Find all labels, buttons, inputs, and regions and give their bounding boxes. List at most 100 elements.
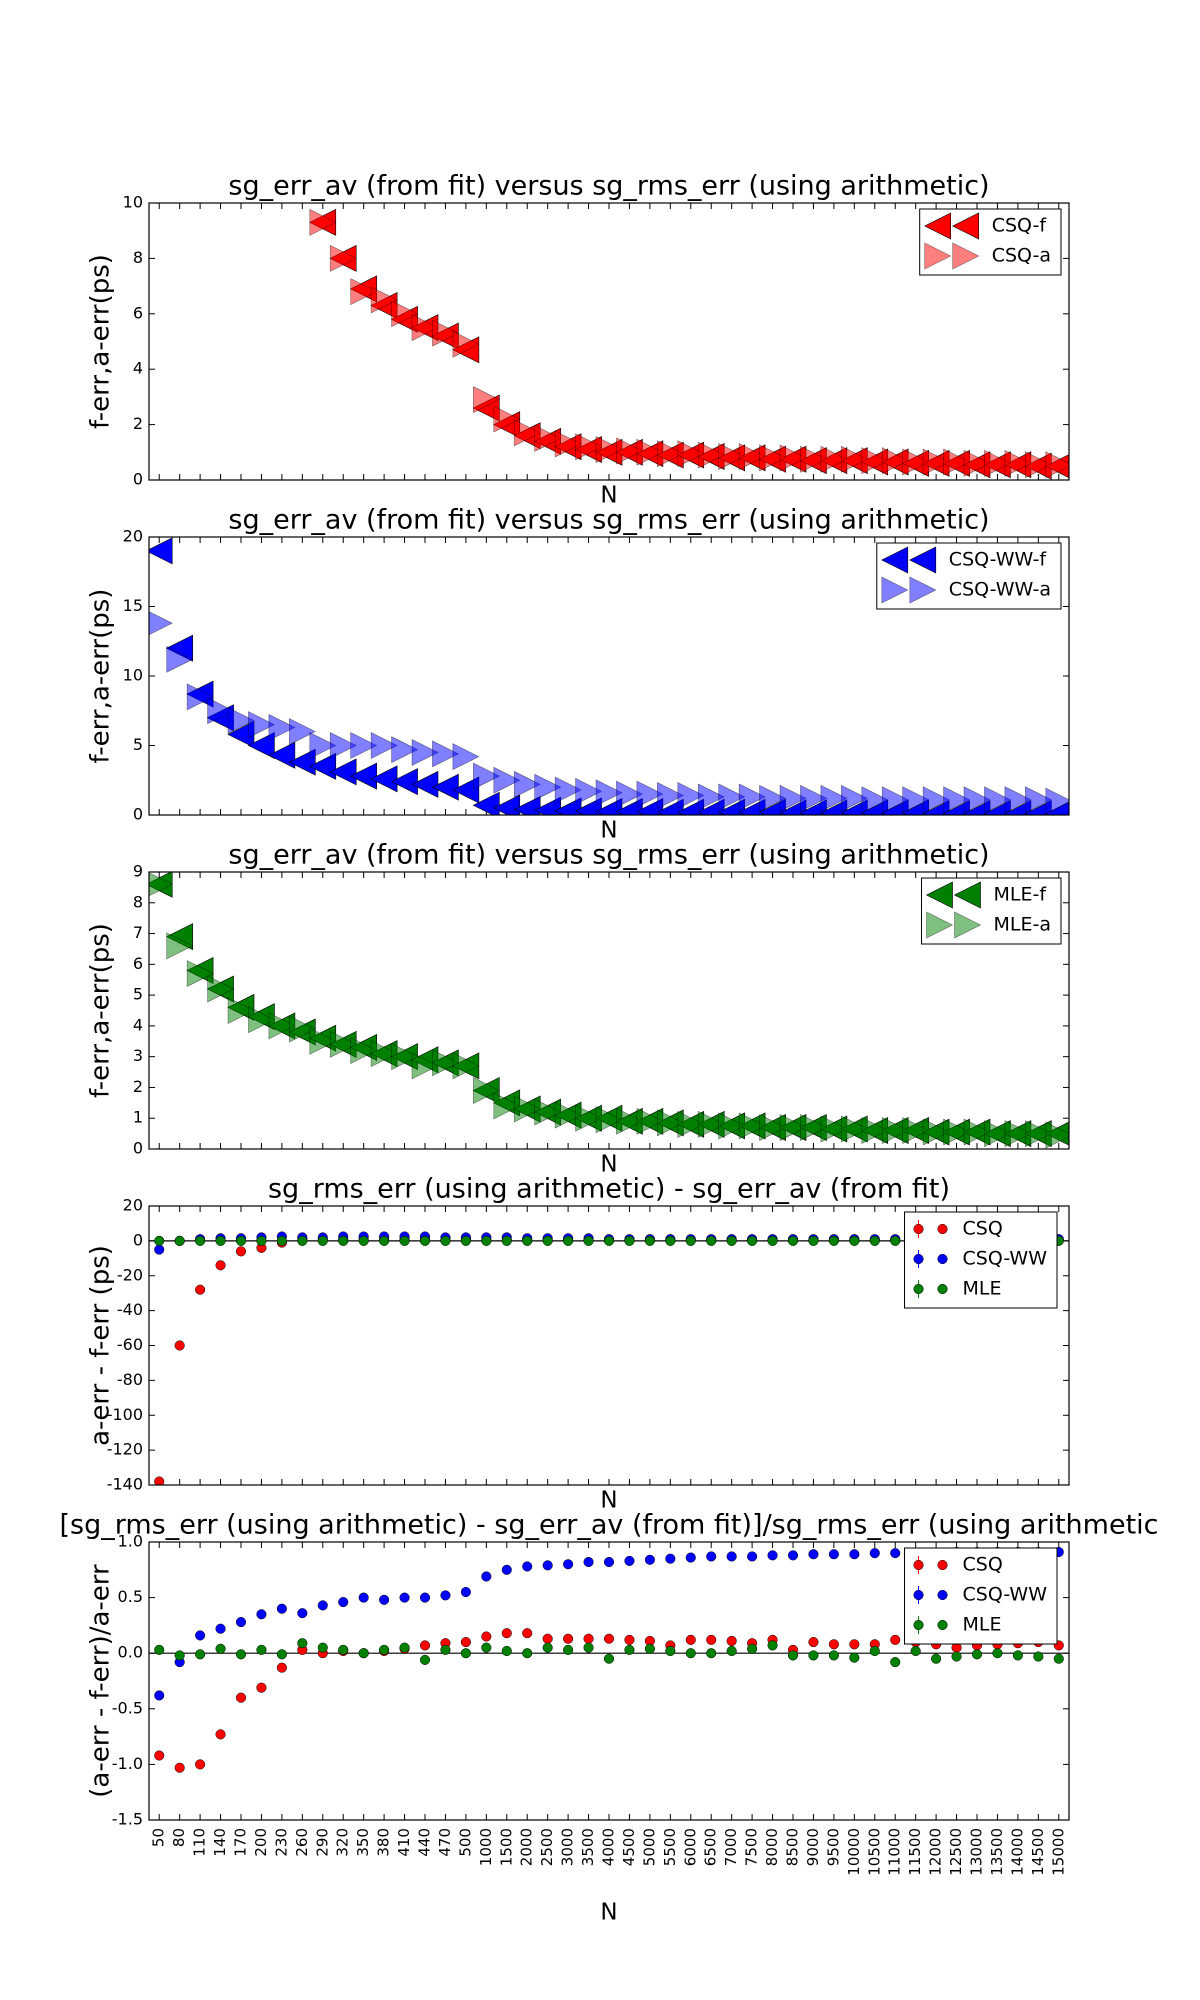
y-tick-label: 9 [133, 862, 143, 881]
point [419, 1592, 431, 1603]
point [289, 718, 317, 746]
point [297, 1638, 308, 1649]
x-tick-label: 5000 [640, 1828, 658, 1866]
x-tick-label: 380 [375, 1828, 393, 1857]
point [481, 1631, 492, 1642]
point [419, 1640, 431, 1651]
point [924, 212, 951, 240]
x-tick-label: 320 [334, 1828, 352, 1857]
point [665, 1235, 676, 1246]
y-tick-label: 10 [123, 193, 143, 212]
point [207, 975, 235, 1003]
legend: CSQ-WW-f CSQ-WW-a [876, 542, 1062, 610]
x-tick-label: 440 [416, 1828, 434, 1857]
point [358, 1592, 369, 1603]
point [849, 1639, 860, 1650]
point [726, 1645, 737, 1657]
point [522, 1561, 533, 1572]
point [276, 1603, 287, 1614]
y-tick-label: 0 [133, 805, 143, 824]
y-tick-label: 4 [133, 1015, 143, 1034]
y-tick-label: 4 [133, 359, 143, 378]
point [288, 748, 316, 776]
point [399, 1235, 410, 1246]
point [481, 1642, 492, 1653]
legend-label: CSQ-WW [963, 1584, 1048, 1606]
y-tick-label: -1.0 [112, 1754, 143, 1773]
point [174, 1235, 185, 1246]
point [685, 1634, 696, 1645]
point [937, 1253, 948, 1265]
point [697, 783, 725, 811]
y-axis-label: f-err,a-err(ps) [86, 923, 116, 1098]
point [624, 1235, 635, 1246]
point [800, 445, 828, 473]
point [881, 546, 909, 574]
x-tick-label: 13000 [968, 1828, 986, 1876]
point [726, 1235, 737, 1246]
legend-label: CSQ-f [992, 215, 1048, 237]
point [937, 1283, 948, 1295]
point [657, 440, 685, 468]
legend-label: CSQ [963, 1554, 1003, 1576]
point [767, 1640, 778, 1651]
point [963, 786, 991, 814]
point [657, 782, 685, 810]
point [329, 244, 357, 272]
point [186, 960, 214, 988]
point [338, 1644, 349, 1655]
point [963, 449, 991, 477]
point [317, 1235, 328, 1246]
y-axis-label: (a-err - f-err)/a-err [86, 1564, 116, 1798]
point [329, 732, 357, 759]
point [338, 1235, 349, 1246]
point [937, 1589, 948, 1601]
legend: CSQ CSQ-WW MLE [904, 1211, 1058, 1309]
x-tick-label: 50 [150, 1828, 168, 1847]
point [235, 1235, 247, 1246]
point [154, 1244, 165, 1255]
point [370, 286, 398, 314]
point [195, 1630, 206, 1641]
point [644, 1554, 655, 1565]
point [616, 780, 644, 808]
point [297, 1608, 308, 1619]
point [166, 932, 194, 960]
y-tick-label: 6 [133, 954, 143, 973]
x-tick-label: 3000 [559, 1828, 577, 1866]
x-tick-label: 1000 [477, 1828, 495, 1866]
point [706, 1648, 717, 1659]
point [460, 1235, 471, 1246]
point [411, 1052, 439, 1080]
point [575, 433, 603, 461]
point [542, 1235, 553, 1246]
point [391, 736, 419, 764]
point [800, 1113, 828, 1141]
y-tick-label: 8 [133, 248, 143, 267]
point [473, 386, 501, 414]
point [149, 872, 173, 897]
point [828, 1650, 839, 1661]
y-tick-label: 0.0 [118, 1643, 143, 1662]
point [309, 732, 337, 759]
plot-frame [148, 1205, 1070, 1486]
point [984, 786, 1012, 814]
point [913, 1589, 924, 1601]
plot-area [149, 203, 1069, 480]
y-tick-label: 1.0 [118, 1532, 143, 1551]
x-tick-label: 80 [170, 1828, 188, 1847]
point [329, 758, 357, 786]
x-axis-label: N [600, 483, 617, 509]
point [738, 783, 766, 811]
point [984, 1120, 1012, 1148]
y-tick-label: 2 [133, 414, 143, 433]
y-tick-label: 20 [123, 527, 143, 546]
x-tick-label: 15000 [1049, 1828, 1067, 1876]
point [902, 786, 930, 814]
point [1045, 1121, 1069, 1149]
x-tick-label: 2000 [518, 1828, 536, 1866]
point [379, 1235, 390, 1246]
point [759, 1113, 787, 1141]
point [350, 732, 378, 759]
point [432, 1049, 460, 1077]
